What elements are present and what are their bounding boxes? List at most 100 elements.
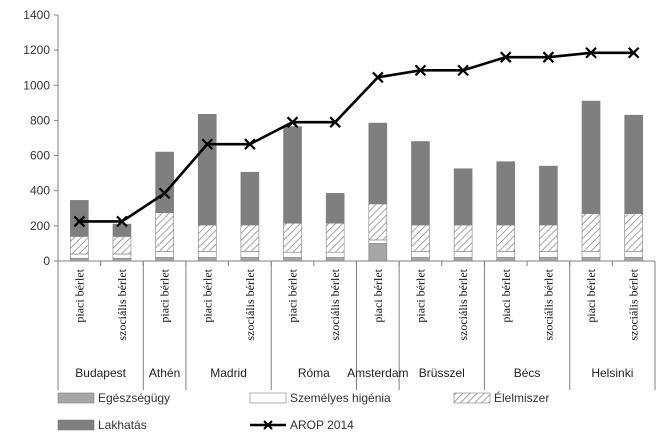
y-tick-label: 1400 <box>23 8 50 22</box>
marker-stroke <box>585 47 597 59</box>
bar-segment-szem-lyes-hig-nia <box>112 253 132 259</box>
bar-segment--lelmiszer <box>453 224 473 252</box>
y-tick-label: 800 <box>30 113 50 127</box>
y-tick-label: 600 <box>30 149 50 163</box>
y-tick-label: 400 <box>30 184 50 198</box>
city-label: Madrid <box>210 366 247 380</box>
bar-segment-eg-szs-g-gy <box>325 257 345 262</box>
arop-2014-marker <box>585 47 597 59</box>
bar-segment--lelmiszer <box>283 222 302 253</box>
category-label: szociális bérlet <box>627 268 641 340</box>
bar-segment-eg-szs-g-gy <box>112 258 132 262</box>
category-label: szociális bérlet <box>541 268 555 340</box>
bar-segment-szem-lyes-hig-nia <box>283 251 302 258</box>
bar-segment--lelmiszer <box>411 224 430 252</box>
bar-segment-eg-szs-g-gy <box>368 243 388 262</box>
bar-segment-lakhat-s <box>496 161 516 226</box>
marker-stroke <box>542 51 555 63</box>
y-tick-label: 0 <box>43 254 50 268</box>
bar-segment-eg-szs-g-gy <box>496 257 516 262</box>
bar-segment--lelmiszer <box>368 203 388 241</box>
city-label: Róma <box>298 366 330 380</box>
bar-segment--lelmiszer <box>197 224 217 252</box>
city-label: Bécs <box>514 366 541 380</box>
y-tick-label: 200 <box>30 219 50 233</box>
bar-segment-szem-lyes-hig-nia <box>411 251 430 258</box>
bar-segment-lakhat-s <box>581 100 601 214</box>
bar-segment-lakhat-s <box>283 126 302 224</box>
arop-2014-marker <box>158 187 171 200</box>
bar-segment--lelmiszer <box>70 236 89 255</box>
city-label: Athén <box>149 366 180 380</box>
bar-segment-eg-szs-g-gy <box>539 257 558 262</box>
arop-2014-marker <box>73 215 86 228</box>
legend-item-lakhat-s: Lakhatás <box>57 418 147 432</box>
bar-segment-szem-lyes-hig-nia <box>368 239 388 244</box>
marker-stroke <box>329 116 341 128</box>
arop-2014-marker <box>116 215 128 228</box>
arop-2014-marker <box>414 64 427 77</box>
city-label: Budapest <box>75 366 126 380</box>
bar-segment-szem-lyes-hig-nia <box>197 251 217 258</box>
arop-2014-marker <box>499 51 512 63</box>
category-label: szociális bérlet <box>243 268 257 340</box>
marker-stroke <box>627 47 640 59</box>
legend-swatch <box>57 392 95 404</box>
y-tick-label: 1000 <box>23 78 50 92</box>
arop-2014-marker <box>542 51 555 63</box>
marker-stroke <box>244 138 256 150</box>
bar-segment-szem-lyes-hig-nia <box>539 251 558 258</box>
legend-label: Élelmiszer <box>494 390 549 405</box>
bar-segment-lakhat-s <box>325 193 345 224</box>
bar-segment-lakhat-s <box>368 122 388 205</box>
legend-marker-stroke <box>263 420 273 430</box>
marker-stroke <box>499 51 512 63</box>
category-label: szociális bérlet <box>115 268 129 340</box>
bar-segment-lakhat-s <box>240 171 260 226</box>
legend-item-arop-2014: AROP 2014 <box>250 418 354 432</box>
category-label: piaci bérlet <box>286 268 300 322</box>
marker-stroke <box>158 187 171 200</box>
bar-segment-eg-szs-g-gy <box>283 257 302 262</box>
arop-2014-marker <box>457 64 469 77</box>
bar-segment-eg-szs-g-gy <box>453 257 473 262</box>
bar-segment-eg-szs-g-gy <box>155 257 174 262</box>
arop-2014-marker <box>627 47 640 59</box>
city-label: Brüsszel <box>419 366 465 380</box>
marker-stroke <box>116 215 128 228</box>
legend-label: Lakhatás <box>98 418 147 432</box>
arop-2014-marker <box>372 71 384 84</box>
bar-segment--lelmiszer <box>325 222 345 253</box>
arop-2014-marker <box>201 138 214 150</box>
bar-segment-szem-lyes-hig-nia <box>453 251 473 258</box>
legend-label: Személyes higénia <box>290 391 391 405</box>
bar-segment--lelmiszer <box>539 224 558 252</box>
bar-segment-eg-szs-g-gy <box>411 257 430 262</box>
category-label: piaci bérlet <box>371 268 385 322</box>
bar-segment-lakhat-s <box>197 113 217 226</box>
legend-label: AROP 2014 <box>290 418 354 432</box>
bar-segment-lakhat-s <box>155 151 174 213</box>
category-label: piaci bérlet <box>584 268 598 322</box>
bar-segment-szem-lyes-hig-nia <box>155 251 174 258</box>
bar-segment--lelmiszer <box>155 212 174 252</box>
bar-segment--lelmiszer <box>112 236 132 255</box>
bar-segment--lelmiszer <box>624 213 643 252</box>
category-label: piaci bérlet <box>200 268 214 322</box>
bar-segment-lakhat-s <box>112 223 132 237</box>
bar-segment-lakhat-s <box>70 200 89 237</box>
marker-stroke <box>73 215 86 228</box>
category-label: piaci bérlet <box>413 268 427 322</box>
legend-swatch <box>57 419 95 431</box>
legend-item--lelmiszer: Élelmiszer <box>453 390 549 405</box>
marker-stroke <box>414 64 427 77</box>
bar-segment-eg-szs-g-gy <box>240 257 260 262</box>
bar-segment-eg-szs-g-gy <box>70 258 89 262</box>
marker-stroke <box>201 138 214 150</box>
bar-segment-eg-szs-g-gy <box>581 257 601 262</box>
bar-segment-szem-lyes-hig-nia <box>581 251 601 258</box>
arop-2014-marker <box>329 116 341 128</box>
category-labels-group: piaci bérlet szociális bérlet piaci bérlet… <box>72 268 640 380</box>
